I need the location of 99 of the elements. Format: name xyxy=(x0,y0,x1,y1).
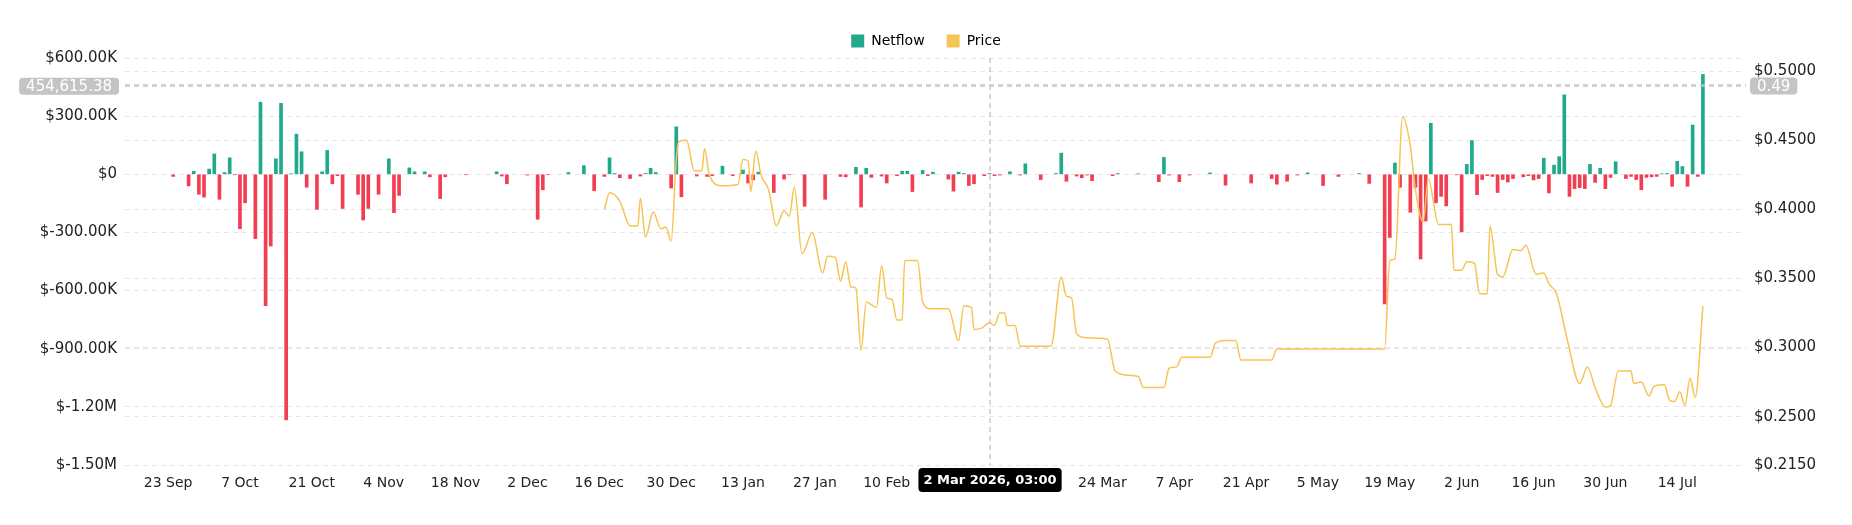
x-tick-label: 24 Mar xyxy=(1077,474,1127,491)
bar xyxy=(428,174,432,178)
x-tick-label: 16 Jun xyxy=(1511,474,1556,491)
bar xyxy=(1408,174,1413,213)
bar xyxy=(823,174,827,200)
x-tick-label: 13 Jan xyxy=(721,474,765,491)
y2-tick-label: $0.4500 xyxy=(1754,130,1817,149)
bar xyxy=(1649,174,1654,178)
x-tick-label: 2 Jun xyxy=(1444,474,1480,491)
bar xyxy=(1490,174,1495,177)
y-tick-label: $0 xyxy=(97,164,117,183)
bar xyxy=(838,174,843,177)
bar xyxy=(1367,174,1372,184)
bar xyxy=(859,174,863,208)
bar xyxy=(1644,174,1649,178)
bar xyxy=(386,158,391,175)
y-tick-label: $-600.00K xyxy=(39,280,119,299)
bar xyxy=(1675,160,1680,175)
bar xyxy=(1008,171,1012,175)
bar xyxy=(1393,162,1397,175)
x-tick-label: 19 May xyxy=(1364,474,1416,491)
ref-line-label: 454,615.38 xyxy=(26,77,112,96)
bar xyxy=(268,174,273,247)
bar xyxy=(1588,164,1592,175)
bar xyxy=(864,167,869,175)
bar xyxy=(1541,157,1546,175)
bar xyxy=(854,166,858,175)
bar xyxy=(1536,174,1541,179)
y2-tick-label: $0.3500 xyxy=(1754,268,1817,287)
bar xyxy=(1695,174,1700,177)
bar xyxy=(1654,174,1659,177)
x-tick-label: 7 Oct xyxy=(221,474,260,491)
bar xyxy=(315,174,319,210)
bar xyxy=(1387,174,1392,238)
bar xyxy=(1162,157,1166,175)
bar xyxy=(1285,174,1289,182)
legend-label: Netflow xyxy=(871,31,925,48)
bar xyxy=(1701,74,1705,175)
bar xyxy=(1608,174,1613,178)
y-tick-label: $300.00K xyxy=(45,106,119,125)
bar xyxy=(592,174,596,192)
bar xyxy=(412,171,417,175)
legend-label: Price xyxy=(966,31,1001,48)
line-series xyxy=(603,115,1704,408)
bar xyxy=(284,174,288,421)
bar xyxy=(869,174,874,178)
ref-line-label: 2 Mar 2026, 03:00 xyxy=(923,472,1057,488)
x-tick-label: 10 Feb xyxy=(863,474,911,491)
x-tick-label: 21 Apr xyxy=(1222,474,1270,491)
bar xyxy=(227,157,232,175)
x-tick-label: 30 Dec xyxy=(646,474,696,491)
bar xyxy=(1593,174,1597,183)
x-tick-label: 4 Nov xyxy=(363,474,405,491)
bar xyxy=(1521,174,1526,178)
bar xyxy=(1670,174,1674,187)
bar xyxy=(1429,122,1433,175)
bar xyxy=(1156,174,1161,182)
x-tick-label: 16 Dec xyxy=(574,474,624,491)
x-tick-label: 14 Jul xyxy=(1657,474,1697,491)
bar xyxy=(771,174,776,193)
bar xyxy=(494,171,499,175)
y2-tick-label: $0.2500 xyxy=(1754,406,1817,425)
bar xyxy=(171,174,176,177)
y-tick-label: $-1.50M xyxy=(55,454,117,473)
bar xyxy=(602,174,607,177)
x-tick-label: 2 Dec xyxy=(507,474,548,491)
bar xyxy=(422,171,427,175)
x-tick-label: 23 Sep xyxy=(143,474,193,491)
bar xyxy=(617,174,622,179)
y2-tick-label: $0.4000 xyxy=(1754,199,1817,218)
x-tick-label: 5 May xyxy=(1296,474,1340,491)
bar xyxy=(1177,174,1182,182)
bar xyxy=(1249,174,1254,184)
bar xyxy=(843,174,848,178)
y-tick-label: $-900.00K xyxy=(39,338,119,357)
bar xyxy=(1598,167,1603,175)
y2-tick-label: $0.2150 xyxy=(1754,454,1817,473)
y-tick-label: $-1.20M xyxy=(55,396,117,415)
bar xyxy=(191,171,196,175)
bar xyxy=(304,174,309,188)
x-tick-label: 27 Jan xyxy=(792,474,837,491)
y-tick-label: $-300.00K xyxy=(39,222,119,241)
bar xyxy=(628,174,632,179)
bar xyxy=(1064,174,1069,182)
bar xyxy=(884,174,889,184)
x-tick-label: 21 Oct xyxy=(288,474,336,491)
bar xyxy=(1038,174,1043,180)
bar xyxy=(1321,174,1325,186)
bar xyxy=(1547,174,1551,194)
bar xyxy=(931,171,935,175)
bar xyxy=(582,165,586,175)
bar xyxy=(669,174,673,189)
x-tick-label: 18 Nov xyxy=(430,474,481,491)
y2-tick-label: $0.3000 xyxy=(1754,337,1817,356)
x-tick-label: 30 Jun xyxy=(1583,474,1628,491)
bar xyxy=(1336,174,1341,177)
bar xyxy=(741,169,745,175)
y-tick-label: $600.00K xyxy=(45,47,119,66)
x-tick-label: 7 Apr xyxy=(1155,474,1194,491)
